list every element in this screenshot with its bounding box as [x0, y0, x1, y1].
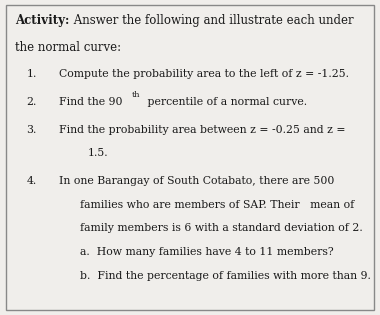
Text: 4.: 4.	[27, 176, 37, 186]
Text: 3.: 3.	[27, 125, 37, 135]
Text: th: th	[132, 91, 140, 99]
Text: a.  How many families have 4 to 11 members?: a. How many families have 4 to 11 member…	[80, 247, 333, 257]
Text: Activity:: Activity:	[15, 14, 70, 27]
Text: 1.: 1.	[27, 69, 37, 79]
Text: In one Barangay of South Cotabato, there are 500: In one Barangay of South Cotabato, there…	[59, 176, 334, 186]
Text: Compute the probability area to the left of z = -1.25.: Compute the probability area to the left…	[59, 69, 349, 79]
Text: 1.5.: 1.5.	[87, 148, 108, 158]
Text: 2.: 2.	[27, 97, 37, 107]
Text: family members is 6 with a standard deviation of 2.: family members is 6 with a standard devi…	[80, 223, 363, 233]
Text: Find the 90: Find the 90	[59, 97, 122, 107]
Text: Find the probability area between z = -0.25 and z =: Find the probability area between z = -0…	[59, 125, 345, 135]
Text: percentile of a normal curve.: percentile of a normal curve.	[144, 97, 307, 107]
Text: families who are members of SAP. Their   mean of: families who are members of SAP. Their m…	[80, 200, 354, 210]
Text: Answer the following and illustrate each under: Answer the following and illustrate each…	[70, 14, 354, 27]
FancyBboxPatch shape	[6, 5, 374, 310]
Text: the normal curve:: the normal curve:	[15, 41, 121, 54]
Text: b.  Find the percentage of families with more than 9.: b. Find the percentage of families with …	[80, 271, 370, 281]
